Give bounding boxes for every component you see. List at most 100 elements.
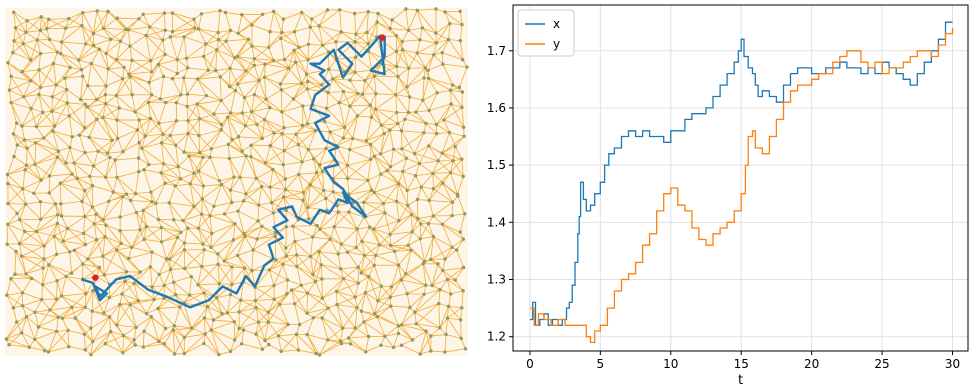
- network-node: [389, 285, 394, 289]
- network-node: [140, 146, 144, 150]
- network-node: [421, 262, 425, 266]
- network-node: [83, 348, 88, 352]
- network-node: [448, 21, 452, 26]
- network-node: [7, 343, 11, 347]
- network-node: [20, 291, 25, 295]
- network-node: [313, 128, 318, 133]
- network-node: [268, 185, 272, 189]
- network-node: [238, 175, 242, 179]
- network-node: [54, 297, 59, 301]
- network-node: [149, 190, 153, 194]
- network-node: [96, 149, 100, 153]
- network-node: [383, 334, 387, 338]
- network-node: [348, 78, 352, 82]
- network-node: [120, 292, 124, 296]
- network-node: [204, 94, 209, 98]
- network-node: [59, 202, 63, 206]
- network-node: [202, 316, 207, 320]
- network-node: [243, 124, 248, 128]
- network-node: [308, 183, 312, 187]
- network-node: [55, 50, 60, 54]
- network-node: [418, 38, 422, 42]
- network-node: [218, 9, 222, 13]
- network-node: [59, 214, 64, 218]
- network-node: [132, 338, 136, 342]
- network-node: [280, 110, 284, 114]
- network-node: [272, 297, 276, 301]
- network-node: [250, 110, 254, 114]
- network-node: [5, 293, 9, 297]
- network-node: [127, 256, 131, 261]
- network-node: [395, 110, 399, 115]
- network-node: [38, 85, 43, 90]
- network-node: [406, 243, 410, 247]
- network-node: [90, 184, 95, 188]
- network-node: [360, 239, 364, 243]
- x-tick-label: 0: [526, 357, 534, 371]
- network-node: [306, 42, 311, 46]
- network-node: [170, 11, 175, 15]
- network-node: [162, 162, 166, 166]
- x-tick-label: 30: [945, 357, 960, 371]
- network-node: [254, 332, 258, 336]
- network-node: [41, 266, 45, 270]
- line-chart-panel: 0 5 10 15 20 25 30 1.2 1.3 1.4 1.5 1.6 1.7 t xy: [487, 4, 969, 388]
- network-node: [366, 42, 370, 46]
- network-node: [242, 231, 246, 236]
- network-node: [278, 302, 282, 307]
- network-node: [192, 17, 196, 21]
- network-node: [306, 58, 310, 62]
- network-node: [356, 265, 360, 269]
- network-node: [431, 214, 435, 218]
- network-node: [456, 194, 460, 198]
- network-node: [158, 97, 163, 101]
- network-node: [167, 201, 171, 205]
- network-node: [274, 258, 278, 262]
- network-node: [143, 134, 147, 138]
- network-node: [244, 192, 248, 196]
- network-node: [429, 349, 433, 353]
- network-node: [53, 202, 58, 206]
- network-node: [353, 295, 357, 299]
- network-node: [217, 352, 221, 357]
- network-node: [119, 241, 123, 246]
- network-node: [115, 118, 119, 122]
- network-node: [308, 254, 313, 259]
- network-node: [295, 264, 299, 269]
- network-node: [241, 199, 246, 203]
- network-node: [424, 121, 428, 126]
- network-node: [82, 231, 86, 235]
- network-node: [147, 162, 151, 167]
- network-node: [281, 262, 285, 266]
- network-node: [55, 221, 59, 226]
- network-node: [220, 311, 224, 316]
- network-node: [440, 51, 444, 55]
- network-node: [423, 66, 427, 70]
- network-node: [339, 341, 344, 346]
- network-node: [260, 136, 264, 141]
- network-node: [82, 332, 87, 336]
- network-node: [73, 316, 78, 320]
- network-node: [389, 304, 393, 308]
- network-node: [70, 305, 74, 309]
- network-node: [324, 146, 328, 151]
- network-node: [216, 30, 220, 35]
- network-node: [170, 77, 175, 81]
- network-node: [363, 79, 367, 83]
- y-tick-label: 1.3: [487, 273, 506, 287]
- network-node: [459, 336, 463, 341]
- network-node: [219, 98, 223, 103]
- network-node: [130, 245, 134, 249]
- network-node: [184, 56, 189, 60]
- network-node: [137, 141, 141, 145]
- network-node: [208, 155, 212, 159]
- network-node: [68, 65, 72, 70]
- network-node: [13, 26, 18, 30]
- network-node: [13, 272, 17, 276]
- network-node: [336, 210, 340, 214]
- network-node: [138, 228, 142, 232]
- network-node: [328, 237, 332, 241]
- network-node: [362, 253, 367, 258]
- network-node: [461, 289, 465, 293]
